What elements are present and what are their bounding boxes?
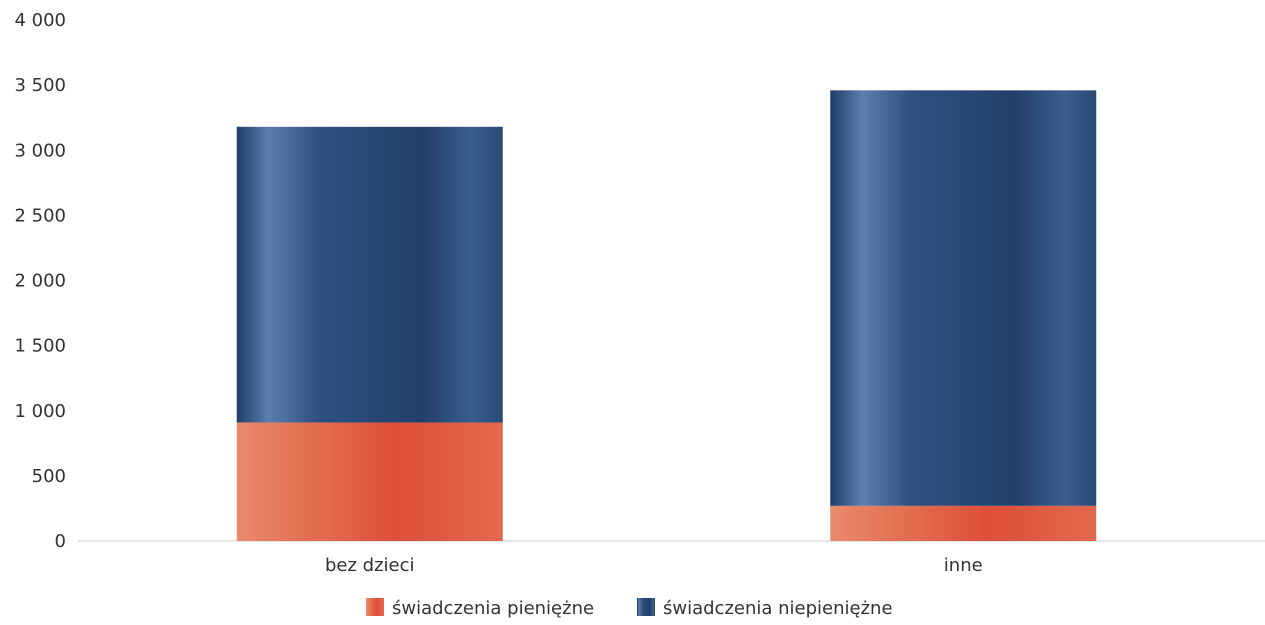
y-tick-label: 4 000 — [14, 10, 66, 31]
bars-group — [236, 90, 1097, 541]
legend-swatch-pieniezne — [366, 598, 384, 616]
bar-segment-pieniezne-0 — [236, 422, 503, 541]
y-tick-label: 1 000 — [14, 401, 66, 422]
legend: świadczenia pieniężne świadczenia niepien… — [366, 598, 893, 619]
legend-label: świadczenia pieniężne — [392, 598, 594, 619]
bar-segment-niepieniezne-1 — [830, 90, 1097, 506]
y-tick-label: 0 — [55, 531, 66, 552]
y-tick-label: 500 — [32, 466, 66, 487]
y-tick-label: 3 000 — [14, 140, 66, 161]
y-tick-label: 2 500 — [14, 205, 66, 226]
y-tick-label: 3 500 — [14, 75, 66, 96]
x-category-label: bez dzieci — [325, 555, 415, 576]
x-category-label: inne — [944, 555, 983, 576]
legend-swatch-niepieniezne — [637, 598, 655, 616]
bar-segment-niepieniezne-0 — [236, 126, 503, 423]
bar-segment-pieniezne-1 — [830, 505, 1097, 541]
legend-label: świadczenia niepieniężne — [663, 598, 893, 619]
y-tick-label: 1 500 — [14, 336, 66, 357]
x-axis: bez dzieci inne — [325, 555, 983, 576]
y-tick-label: 2 000 — [14, 271, 66, 292]
